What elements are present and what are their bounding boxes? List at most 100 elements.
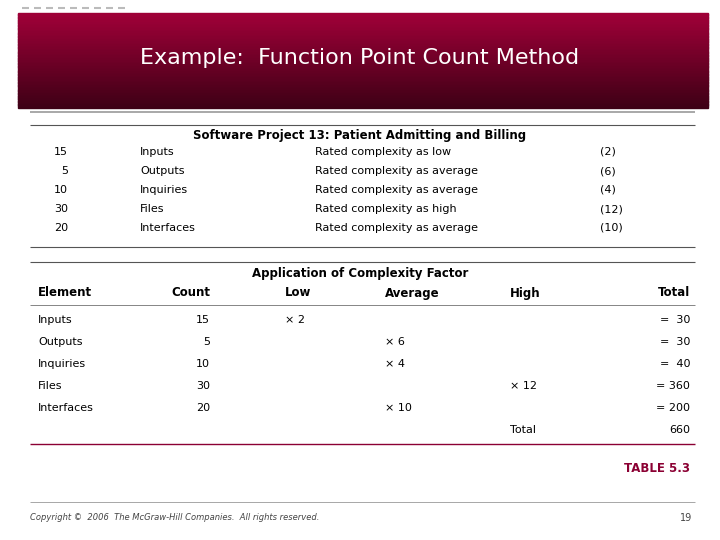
Bar <box>18 93 708 96</box>
Bar <box>18 71 708 73</box>
Text: × 2: × 2 <box>285 315 305 325</box>
Bar <box>18 68 708 70</box>
Bar <box>18 31 708 33</box>
Text: = 360: = 360 <box>656 381 690 391</box>
Text: 15: 15 <box>196 315 210 325</box>
Bar <box>18 48 708 50</box>
Text: Rated complexity as high: Rated complexity as high <box>315 204 456 214</box>
Bar <box>18 60 708 62</box>
Text: 5: 5 <box>203 337 210 347</box>
Bar <box>18 80 708 83</box>
Text: Total: Total <box>658 287 690 300</box>
Bar <box>18 39 708 42</box>
Text: Inputs: Inputs <box>38 315 73 325</box>
Bar <box>18 104 708 106</box>
Text: Interfaces: Interfaces <box>38 403 94 413</box>
Text: (10): (10) <box>600 223 623 233</box>
Bar <box>18 36 708 38</box>
Bar <box>18 53 708 56</box>
Text: High: High <box>510 287 541 300</box>
Bar <box>18 14 708 16</box>
Bar <box>18 95 708 97</box>
Bar <box>18 27 708 29</box>
Bar <box>18 46 708 48</box>
Bar <box>18 24 708 26</box>
Text: × 6: × 6 <box>385 337 405 347</box>
Bar <box>18 63 708 65</box>
Bar <box>18 87 708 89</box>
Text: Copyright ©  2006  The McGraw-Hill Companies.  All rights reserved.: Copyright © 2006 The McGraw-Hill Compani… <box>30 514 320 523</box>
Bar <box>18 90 708 92</box>
Bar <box>18 70 708 72</box>
Bar <box>18 84 708 86</box>
Bar <box>18 17 708 19</box>
Bar <box>18 44 708 46</box>
Bar <box>18 21 708 23</box>
Bar <box>18 43 708 45</box>
Text: 660: 660 <box>669 425 690 435</box>
Bar <box>18 49 708 51</box>
Text: (12): (12) <box>600 204 623 214</box>
Text: Example:  Function Point Count Method: Example: Function Point Count Method <box>140 49 580 69</box>
Text: (2): (2) <box>600 147 616 157</box>
Bar <box>18 22 708 24</box>
Text: Inquiries: Inquiries <box>38 359 86 369</box>
Text: 30: 30 <box>196 381 210 391</box>
Text: Inquiries: Inquiries <box>140 185 188 195</box>
Bar <box>18 106 708 108</box>
Bar <box>18 19 708 21</box>
Bar <box>18 58 708 60</box>
Text: Element: Element <box>38 287 92 300</box>
Bar <box>18 101 708 103</box>
Text: Interfaces: Interfaces <box>140 223 196 233</box>
Text: Outputs: Outputs <box>38 337 83 347</box>
Text: 30: 30 <box>54 204 68 214</box>
Bar <box>18 52 708 54</box>
Bar <box>18 79 708 81</box>
Text: Software Project 13: Patient Admitting and Billing: Software Project 13: Patient Admitting a… <box>194 130 526 143</box>
Text: Count: Count <box>171 287 210 300</box>
Bar <box>18 98 708 100</box>
Bar <box>18 16 708 18</box>
Text: Inputs: Inputs <box>140 147 175 157</box>
Text: Rated complexity as average: Rated complexity as average <box>315 166 478 176</box>
Text: × 10: × 10 <box>385 403 412 413</box>
Bar <box>18 55 708 57</box>
Bar <box>18 51 708 52</box>
Text: Files: Files <box>38 381 63 391</box>
Text: Files: Files <box>140 204 164 214</box>
Text: 20: 20 <box>54 223 68 233</box>
Text: =  40: = 40 <box>660 359 690 369</box>
Text: =  30: = 30 <box>660 337 690 347</box>
Text: = 200: = 200 <box>656 403 690 413</box>
Bar <box>18 33 708 35</box>
Text: (6): (6) <box>600 166 616 176</box>
Bar <box>18 103 708 105</box>
Bar <box>18 65 708 67</box>
Bar <box>18 12 708 15</box>
Text: Rated complexity as average: Rated complexity as average <box>315 223 478 233</box>
Text: × 12: × 12 <box>510 381 537 391</box>
Bar <box>18 76 708 78</box>
Bar <box>18 85 708 87</box>
Bar <box>18 35 708 37</box>
Text: Total: Total <box>510 425 536 435</box>
Bar <box>18 57 708 59</box>
Bar <box>18 66 708 69</box>
Text: 20: 20 <box>196 403 210 413</box>
Bar <box>18 82 708 84</box>
Bar <box>18 77 708 79</box>
Text: 10: 10 <box>196 359 210 369</box>
Text: 10: 10 <box>54 185 68 195</box>
Text: 15: 15 <box>54 147 68 157</box>
Bar <box>18 74 708 76</box>
Bar <box>18 38 708 40</box>
Bar <box>18 92 708 94</box>
Text: Rated complexity as low: Rated complexity as low <box>315 147 451 157</box>
Text: 19: 19 <box>680 513 692 523</box>
Text: =  30: = 30 <box>660 315 690 325</box>
Bar <box>18 25 708 27</box>
Text: (4): (4) <box>600 185 616 195</box>
Text: Rated complexity as average: Rated complexity as average <box>315 185 478 195</box>
Bar <box>18 73 708 75</box>
